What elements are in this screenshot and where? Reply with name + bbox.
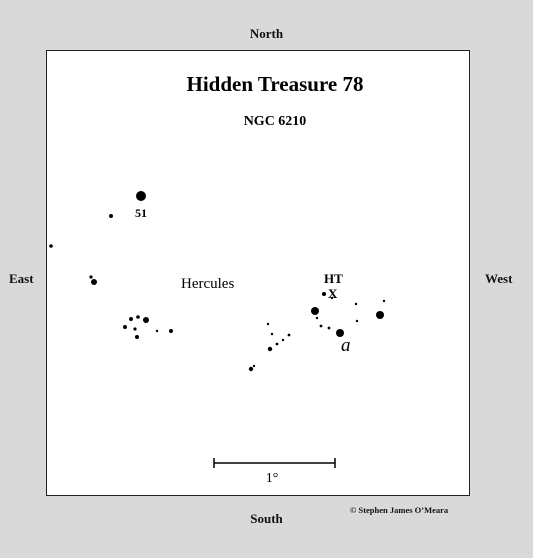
compass-south-label: South [250,511,283,526]
star [315,316,319,320]
star [136,315,140,319]
star [327,326,331,330]
star [382,299,386,303]
star [155,329,159,333]
star-51 [136,191,146,201]
star [143,317,149,323]
star [252,364,256,368]
star [133,327,137,331]
star [355,319,359,323]
star [319,324,323,328]
star [376,311,384,319]
star-map: Hidden Treasure 78 NGC 6210 Hercules 51 … [49,72,386,486]
target-label: HT [324,271,343,286]
copyright-credit: © Stephen James O’Meara [350,505,449,515]
star [248,366,254,372]
star [275,342,279,346]
star-alpha-label: a [341,335,351,356]
star [169,329,173,333]
chart-subtitle: NGC 6210 [244,114,307,129]
compass-west-label: West [485,271,513,286]
star [267,346,273,352]
star [91,279,97,285]
star [330,296,334,300]
star [311,307,319,315]
star [129,317,133,321]
star-alpha [336,329,344,337]
finder-chart: Hidden Treasure 78 NGC 6210 Hercules 51 … [46,50,470,496]
star [109,214,113,218]
star [281,338,285,342]
star-51-label: 51 [135,206,147,220]
compass-north-label: North [249,26,284,41]
chart-title: Hidden Treasure 78 [187,72,364,96]
constellation-label: Hercules [181,276,234,292]
star [270,332,274,336]
star [135,335,139,339]
star [123,325,127,329]
star [49,244,53,248]
star [287,333,291,337]
star [322,292,326,296]
scale-label: 1° [266,471,279,486]
star [266,322,270,326]
star [89,275,93,279]
compass-east-label: East [9,271,34,286]
star [354,302,358,306]
target-marker: X [328,286,338,301]
